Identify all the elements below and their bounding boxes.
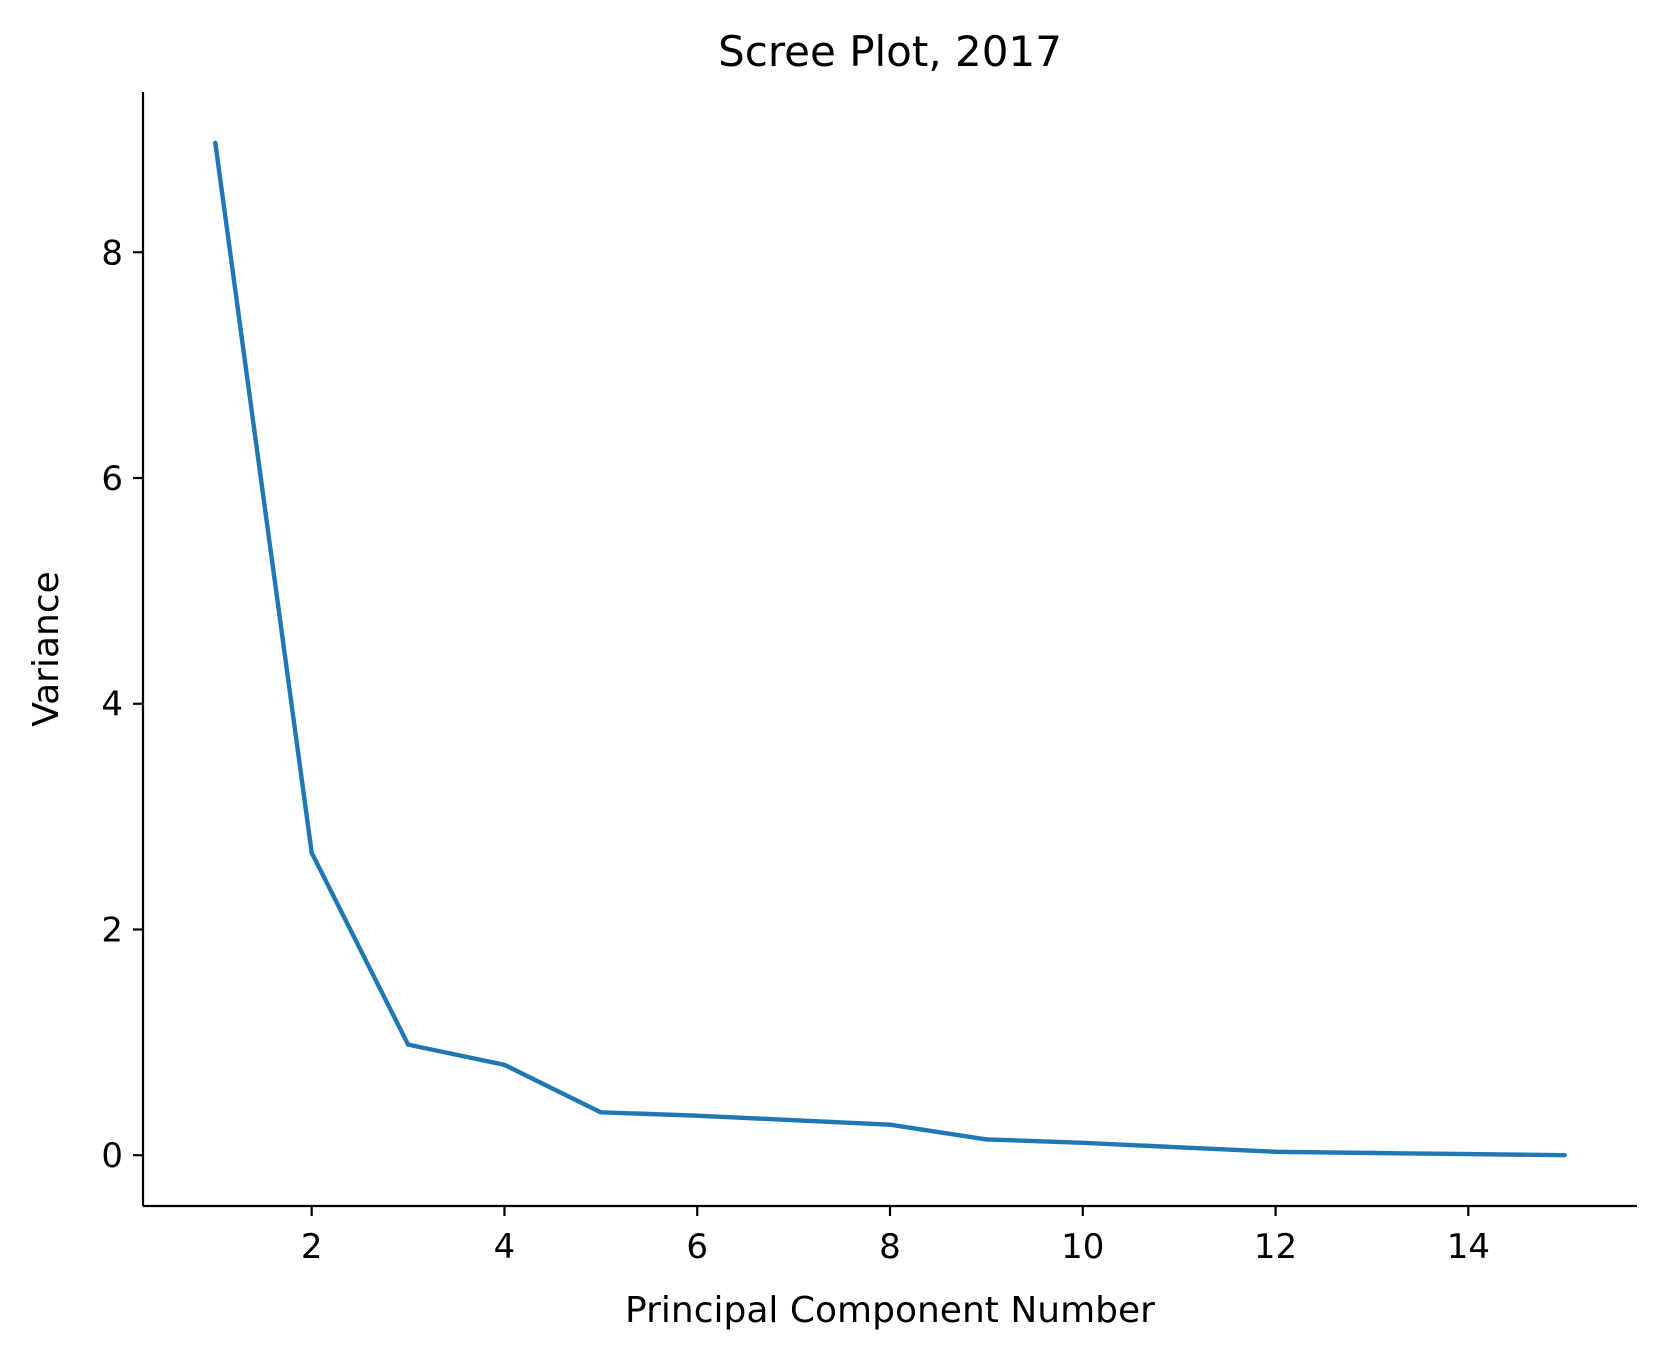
data-point	[1080, 1140, 1085, 1145]
data-point	[887, 1122, 893, 1127]
x-tick-label: 4	[494, 1227, 516, 1267]
data-point	[984, 1137, 989, 1142]
x-tick-label: 12	[1254, 1227, 1297, 1267]
y-tick-label: 6	[101, 459, 123, 499]
variance-series-line	[213, 142, 1565, 1158]
data-point	[405, 1042, 411, 1047]
data-point	[1466, 1151, 1471, 1157]
data-point	[1176, 1145, 1182, 1150]
x-tick-label: 2	[301, 1227, 323, 1267]
x-axis-label: Principal Component Number	[625, 1290, 1155, 1331]
x-tick-label: 14	[1447, 1227, 1490, 1267]
data-point	[598, 1110, 604, 1115]
data-point	[502, 1062, 507, 1068]
y-axis-ticks: 0 2 4 6 8	[101, 233, 143, 1176]
y-tick-label: 0	[101, 1136, 123, 1176]
data-point	[1369, 1150, 1375, 1156]
x-tick-label: 6	[686, 1227, 708, 1267]
data-point	[791, 1118, 796, 1123]
variance-series-points	[213, 140, 1567, 1158]
x-axis-ticks: 2 4 6 8 10 12 14	[301, 1206, 1490, 1267]
data-point	[309, 850, 314, 855]
data-point	[1562, 1153, 1567, 1158]
y-tick-label: 2	[101, 910, 123, 950]
y-tick-label: 4	[101, 685, 123, 725]
data-point	[695, 1113, 700, 1118]
y-axis-label: Variance	[26, 571, 67, 727]
x-tick-label: 8	[879, 1227, 901, 1267]
x-tick-label: 10	[1061, 1227, 1104, 1267]
y-tick-label: 8	[101, 233, 123, 273]
data-point	[213, 140, 218, 145]
chart-title: Scree Plot, 2017	[718, 27, 1062, 76]
data-point	[1273, 1149, 1278, 1155]
